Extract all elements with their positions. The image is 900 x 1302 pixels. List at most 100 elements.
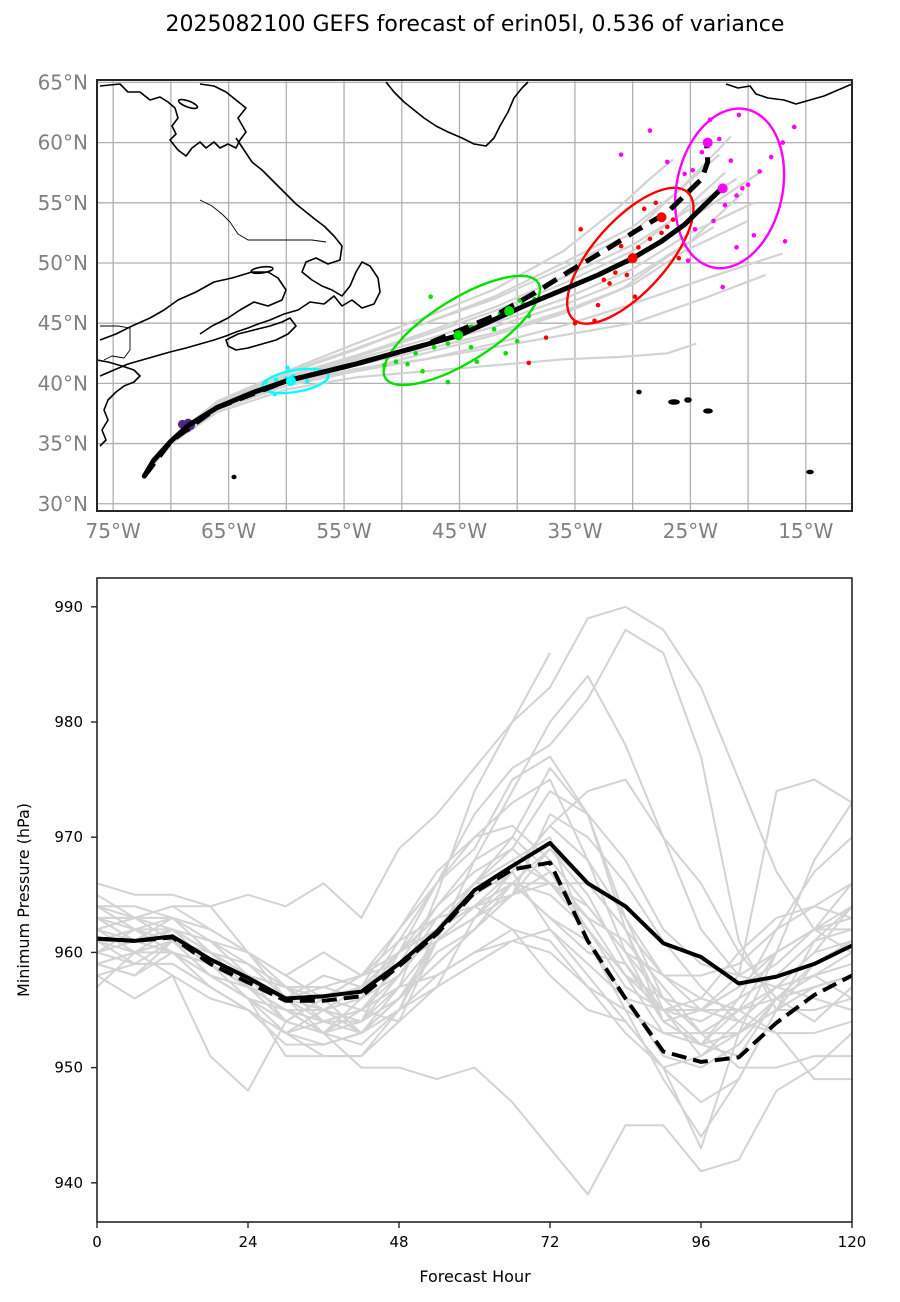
position-dot-t48 — [382, 363, 387, 368]
madeira-island — [806, 469, 814, 475]
y-tick-label: 950 — [54, 1059, 83, 1077]
position-dot-t96 — [780, 140, 786, 145]
anticosti-island — [250, 265, 274, 275]
coastline-baffin — [99, 83, 247, 157]
member-pressure-line — [97, 882, 852, 1058]
position-dot-t72 — [624, 272, 630, 278]
position-dot-t96 — [728, 158, 734, 163]
position-dot-t48 — [445, 341, 451, 346]
map-lat-tick-label: 60°N — [38, 131, 88, 155]
ellipse-t48 — [382, 274, 542, 387]
position-dot-t72 — [647, 236, 653, 242]
position-dot-t24 — [263, 379, 268, 385]
pressure-x-ticks: 0 24 48 72 96 120 — [92, 1222, 866, 1251]
position-dot-t96 — [791, 124, 797, 130]
position-dot-t48 — [431, 344, 437, 350]
position-dot-t24 — [285, 365, 290, 371]
mean-position-markers — [285, 137, 728, 386]
position-dot-t72 — [664, 224, 670, 230]
mean-position-marker — [656, 212, 667, 223]
position-dot-t48 — [428, 294, 433, 300]
position-dot-t48 — [413, 350, 418, 356]
mean-position-marker — [285, 375, 296, 386]
position-dot-t96 — [711, 218, 716, 224]
position-dot-t24 — [272, 391, 278, 397]
x-tick-label: 72 — [540, 1233, 559, 1251]
x-tick-label: 48 — [389, 1233, 408, 1251]
figure-title: 2025082100 GEFS forecast of erin05l, 0.5… — [165, 12, 785, 37]
y-axis-label: Minimum Pressure (hPa) — [14, 803, 33, 997]
position-dot-t96 — [736, 112, 742, 118]
leading-mode-pressure-line — [97, 860, 852, 1064]
map-lat-tick-label: 45°N — [38, 311, 88, 335]
position-dot-t48 — [468, 344, 474, 350]
azores-island-2 — [668, 399, 680, 405]
position-dot-t96 — [751, 233, 757, 238]
position-dot-t96 — [740, 186, 745, 191]
position-dot-t96 — [647, 128, 653, 133]
azores-island-4 — [703, 408, 713, 414]
position-dot-t96 — [722, 202, 728, 208]
position-dot-t72 — [543, 335, 549, 340]
map-lat-tick-label: 30°N — [38, 492, 88, 516]
coastline-labrador — [99, 137, 381, 377]
member-pressure-line — [97, 882, 852, 1011]
position-dot-t24 — [304, 378, 310, 384]
member-pressure-line — [97, 778, 852, 1046]
bermuda-island — [231, 474, 237, 480]
position-dot-t72 — [670, 217, 676, 222]
y-tick-label: 970 — [54, 828, 83, 846]
position-dot-t48 — [420, 369, 425, 374]
position-dot-t96 — [768, 154, 774, 160]
position-dot-t96 — [734, 193, 739, 198]
map-lon-tick-label: 45°W — [432, 519, 487, 543]
member-pressure-line — [97, 893, 852, 1196]
position-dot-t72 — [526, 360, 532, 366]
map-lon-tick-label: 55°W — [316, 519, 371, 543]
x-tick-label: 96 — [691, 1233, 710, 1251]
member-pressure-line — [97, 847, 852, 1023]
position-dot-t48 — [474, 359, 480, 365]
map-lat-tick-label: 65°N — [38, 70, 88, 94]
inner-border-quebec-labrador — [199, 199, 327, 243]
position-dot-t96 — [707, 117, 713, 123]
mean-position-marker — [627, 253, 638, 264]
ensemble-mean-track — [141, 188, 722, 479]
member-pressure-line — [97, 882, 852, 1058]
pressure-y-ticks: 940 950 960 970 980 990 — [54, 598, 97, 1192]
position-dot-t72 — [592, 318, 597, 324]
position-dot-t96 — [782, 239, 788, 244]
map-lat-tick-label: 35°N — [38, 432, 88, 456]
mean-tracks — [141, 142, 722, 479]
member-pressure-line — [97, 767, 852, 1011]
map-lon-tick-label: 75°W — [86, 519, 141, 543]
y-tick-label: 990 — [54, 598, 83, 616]
position-dot-t96 — [716, 136, 722, 142]
map-lon-tick-label: 15°W — [778, 519, 833, 543]
mean-position-marker — [504, 306, 515, 317]
position-dot-t48 — [514, 338, 520, 344]
map-frame — [96, 79, 853, 512]
coastline-iceland — [725, 83, 852, 105]
pressure-chart-panel: 0 24 48 72 96 120 940 950 960 970 980 990 Forecast… — [14, 577, 866, 1286]
x-tick-label: 0 — [92, 1233, 102, 1251]
position-dot-t72 — [595, 302, 601, 308]
inner-border-newengland — [100, 325, 131, 361]
azores-island-1 — [636, 389, 642, 395]
pressure-frame — [96, 577, 853, 1223]
position-dot-t96 — [685, 258, 691, 263]
position-dot-t24 — [273, 377, 279, 383]
map-latitude-labels: 30°N 35°N 40°N 45°N 50°N 55°N 60°N 65°N — [38, 70, 88, 515]
position-dot-t48 — [393, 359, 399, 365]
position-dot-t96 — [734, 245, 739, 250]
lake-island — [177, 98, 199, 110]
map-lat-tick-label: 55°N — [38, 191, 88, 215]
member-pressure-line — [97, 755, 852, 1046]
position-dot-t96 — [699, 149, 705, 155]
x-axis-label: Forecast Hour — [419, 1267, 531, 1286]
coastline-us-east — [97, 359, 141, 447]
position-dot-t72 — [572, 320, 578, 326]
azores-island-3 — [684, 397, 692, 403]
y-tick-label: 940 — [54, 1174, 83, 1192]
